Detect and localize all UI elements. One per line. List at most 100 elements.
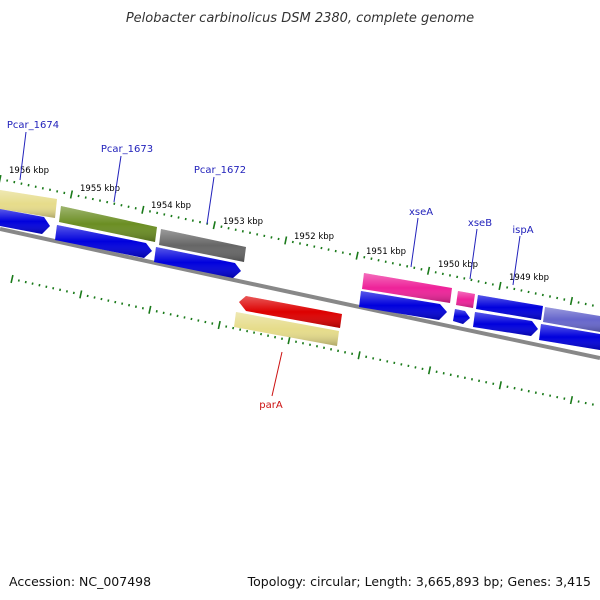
lower-minor-tick [107,299,110,302]
upper-tick-track [0,174,594,307]
upper-major-tick [426,266,431,275]
lower-minor-tick [59,288,62,292]
upper-major-tick [69,190,74,199]
upper-minor-tick [27,183,30,187]
gene-pcar-1673 [59,206,157,242]
lower-minor-tick [197,319,200,322]
lower-minor-tick [330,348,333,351]
lower-minor-tick [267,334,270,337]
lower-tick-track [10,274,594,406]
upper-minor-tick [227,227,230,230]
lower-major-tick [569,396,574,405]
upper-major-tick [0,174,2,183]
lower-minor-tick [45,285,48,288]
genome-summary-text: Topology: circular; Length: 3,665,893 bp… [247,574,591,589]
upper-minor-tick [377,259,380,262]
upper-major-tick [212,221,216,230]
upper-minor-tick [106,200,109,204]
lower-minor-tick [591,403,594,406]
leader-pcar-1673 [113,155,122,203]
cds-arrow-4 [359,291,447,320]
lower-minor-tick [344,351,347,354]
upper-minor-tick [56,190,59,193]
upper-minor-tick [77,194,80,198]
lower-minor-tick [72,291,75,295]
upper-minor-tick [170,214,173,218]
leader-pcar-1672 [206,176,215,225]
upper-major-tick [141,205,145,214]
lower-minor-tick [456,375,459,378]
upper-minor-tick [20,182,23,185]
lower-major-tick [427,366,432,375]
scale-label-1949: 1949 kbp [509,273,549,283]
cds-arrow-6 [473,312,538,336]
lower-major-tick [148,305,152,314]
gene-label-pcar-1672: Pcar_1672 [194,165,246,176]
lower-minor-tick [65,290,68,293]
leader-para [271,351,283,397]
leader-xseb [469,228,478,280]
lower-minor-tick [162,311,165,315]
lower-minor-tick [155,310,158,313]
upper-minor-tick [406,265,409,268]
upper-major-tick [284,236,288,245]
map-title: Pelobacter carbinolicus DSM 2380, comple… [126,11,474,26]
cds-arrow-7 [539,324,600,350]
scale-label-1950: 1950 kbp [438,260,478,270]
lower-minor-tick [274,335,277,339]
lower-major-tick [498,381,502,390]
upper-minor-tick [577,301,580,304]
upper-minor-tick [320,246,323,250]
gene-para [234,312,339,346]
upper-minor-tick [277,237,280,241]
upper-minor-tick [91,197,94,201]
upper-minor-tick [270,236,273,239]
lower-minor-tick [513,386,516,390]
upper-minor-tick [477,280,480,283]
upper-major-tick [498,281,502,291]
lower-minor-tick [190,317,193,321]
upper-minor-tick [127,205,130,208]
scale-label-1952: 1952 kbp [294,232,334,242]
gene-label-xsea: xseA [409,207,433,218]
cds-arrow-para [239,296,342,328]
upper-minor-tick [156,211,159,215]
upper-minor-tick [556,296,559,300]
lower-major-tick [357,351,361,360]
gene-label-pcar-1673: Pcar_1673 [101,144,153,155]
gene-label-xseb: xseB [468,218,492,229]
lower-minor-tick [260,332,263,336]
lower-minor-tick [176,314,179,318]
lower-minor-tick [17,279,20,282]
gene-label-ispa: ispA [512,225,533,236]
cds-arrow-3 [154,247,241,278]
lower-minor-tick [31,282,34,285]
lower-minor-tick [86,294,89,298]
lower-major-tick [10,274,14,284]
leader-ispa [512,235,521,286]
upper-minor-tick [591,304,594,307]
gene-ispa [476,295,543,320]
upper-minor-tick [506,286,509,289]
lower-major-tick [287,336,291,345]
accession-text: Accession: NC_007498 [9,574,151,589]
upper-minor-tick [241,230,244,233]
leader-pcar-1674 [19,131,27,181]
cds-arrow-1 [0,209,50,234]
scale-label-1951: 1951 kbp [366,247,406,257]
lower-minor-tick [534,391,537,394]
gene-pcar-1674 [0,190,57,218]
lower-minor-tick [372,357,375,360]
lower-minor-tick [520,388,523,391]
lower-minor-tick [365,355,368,359]
lower-major-tick [79,290,83,299]
lower-minor-tick [506,385,509,388]
upper-major-tick [569,296,574,306]
cds-arrow-5 [453,309,470,324]
leader-xsea [410,217,419,268]
upper-minor-tick [456,275,459,279]
upper-minor-tick [470,278,473,282]
lower-minor-tick [253,331,256,334]
scale-label-1954: 1954 kbp [151,201,191,211]
